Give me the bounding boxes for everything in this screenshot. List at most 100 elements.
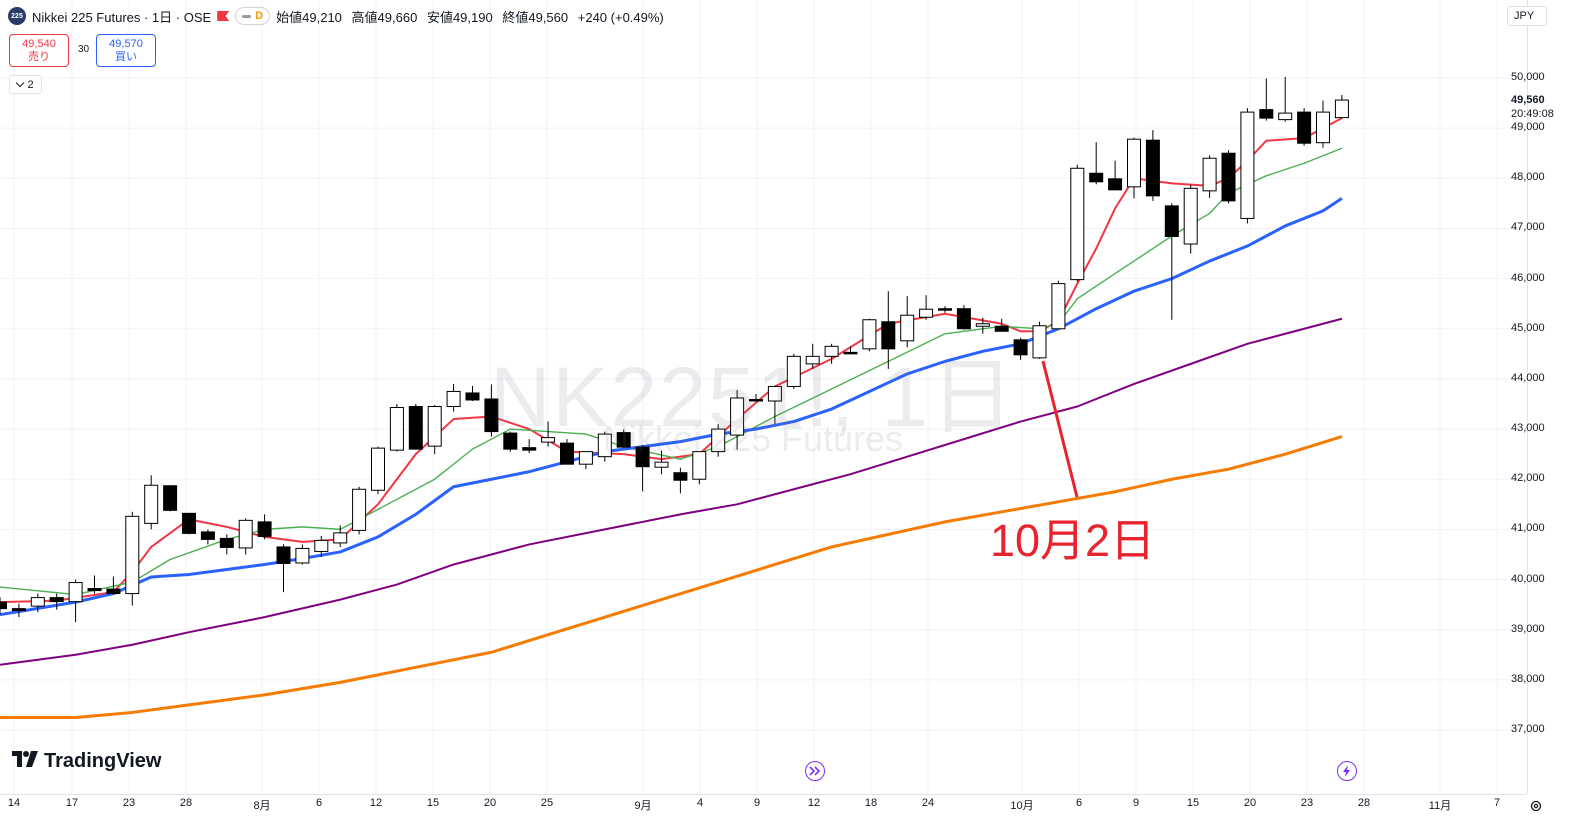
candle	[238, 518, 253, 555]
candle-body	[11, 608, 26, 612]
candle	[257, 514, 272, 540]
symbol-title[interactable]: Nikkei 225 Futures · 1日 · OSE	[32, 9, 212, 25]
time-tick-label: 17	[65, 797, 79, 809]
candle	[994, 318, 1009, 332]
chevron-down-icon	[16, 78, 25, 88]
candle	[597, 431, 612, 462]
indicators-toggle-button[interactable]: 2	[9, 75, 42, 94]
currency-selector[interactable]: JPY	[1507, 6, 1547, 26]
candle-body	[1032, 325, 1047, 359]
candle	[333, 525, 348, 547]
candle-body	[1221, 152, 1236, 202]
time-tick-label: 6	[1075, 797, 1083, 809]
candle-body	[522, 447, 537, 451]
candle	[314, 535, 329, 557]
candle-body	[144, 484, 159, 524]
candle-body	[333, 532, 348, 544]
candle-body	[427, 406, 442, 447]
price-tick-label: 42,000	[1511, 472, 1545, 485]
candle	[446, 383, 461, 412]
candle	[1278, 76, 1293, 122]
candle-body	[541, 437, 556, 443]
candle	[182, 512, 196, 535]
tradingview-logo[interactable]: TradingView	[12, 750, 161, 773]
candle-body	[276, 546, 291, 564]
candle-body	[749, 398, 763, 402]
candle	[1032, 321, 1047, 359]
candle	[163, 485, 178, 512]
candle-body	[843, 351, 858, 355]
candle-body	[1013, 339, 1028, 356]
candle-body	[1240, 111, 1255, 219]
candle	[484, 384, 499, 437]
chart-grid	[0, 0, 1527, 794]
spread-value: 30	[78, 44, 90, 55]
candle-body	[673, 472, 688, 481]
candle-body	[1051, 283, 1066, 330]
candle-body	[389, 407, 404, 451]
candle-body	[182, 512, 196, 534]
candle-body	[1334, 99, 1349, 119]
candle	[1183, 184, 1198, 254]
candle-body	[238, 519, 253, 549]
price-chart[interactable]	[0, 0, 1527, 794]
candle	[295, 544, 310, 565]
annotation-text: 10月2日	[990, 515, 1156, 566]
candle	[956, 305, 971, 330]
chart-pane[interactable]: NK2251!, 1日 Nikkei 225 Futures 225 Nikke…	[0, 0, 1527, 794]
price-tick-label: 40,000	[1511, 572, 1545, 585]
price-tick-label: 38,000	[1511, 672, 1545, 685]
candle-body	[106, 588, 121, 595]
currency-label: JPY	[1514, 10, 1535, 22]
time-tick-label: 11月	[1428, 800, 1452, 812]
chart-header: 225 Nikkei 225 Futures · 1日 · OSE D 始値49…	[8, 6, 670, 26]
candle-body	[1316, 111, 1330, 144]
lightning-icon[interactable]	[1337, 761, 1357, 781]
candle	[389, 404, 404, 452]
moving-average-line	[0, 435, 1343, 719]
time-tick-label: 9月	[634, 800, 652, 812]
candle-body	[597, 433, 612, 458]
candle-body	[881, 321, 896, 350]
candle	[1070, 164, 1085, 282]
price-tick-label: 45,000	[1511, 321, 1545, 334]
gear-icon[interactable]	[1529, 799, 1543, 813]
fast-forward-icon[interactable]	[805, 761, 825, 781]
time-tick-label: 28	[1357, 797, 1371, 809]
price-tick-label: 41,000	[1511, 522, 1545, 535]
candle-body	[975, 323, 990, 327]
price-tick-label: 46,000	[1511, 271, 1545, 284]
candle-body	[560, 442, 574, 465]
candle-body	[1108, 178, 1123, 191]
candle-body	[0, 601, 7, 610]
candle	[1164, 203, 1179, 320]
candle	[1297, 108, 1312, 146]
close-label: 終値	[502, 9, 529, 25]
dash-icon	[242, 14, 252, 18]
candle-body	[938, 308, 952, 311]
time-tick-label: 8月	[253, 800, 271, 812]
price-tick-label: 39,000	[1511, 622, 1545, 635]
price-axis[interactable]	[1527, 0, 1592, 794]
candle	[786, 353, 801, 389]
sell-button[interactable]: 49,540 売り	[9, 34, 69, 67]
candle	[692, 451, 707, 485]
candle	[805, 343, 820, 369]
candle-body	[314, 539, 329, 552]
candle	[1013, 337, 1028, 360]
buy-button[interactable]: 49,570 買い	[96, 34, 156, 67]
candle-body	[68, 582, 83, 603]
candle-body	[446, 390, 461, 408]
time-axis[interactable]	[0, 794, 1527, 822]
candle	[900, 296, 915, 348]
price-tick-label: 48,000	[1511, 171, 1545, 184]
price-tick-label: 49,000	[1511, 121, 1545, 134]
market-status-pill[interactable]: D	[235, 7, 271, 25]
time-tick-label: 20	[483, 797, 497, 809]
candle	[1334, 95, 1349, 119]
candle-body	[200, 531, 215, 540]
flag-icon[interactable]	[217, 11, 230, 21]
candle	[560, 439, 574, 465]
symbol-logo-icon[interactable]: 225	[8, 7, 26, 25]
candle	[711, 424, 726, 457]
